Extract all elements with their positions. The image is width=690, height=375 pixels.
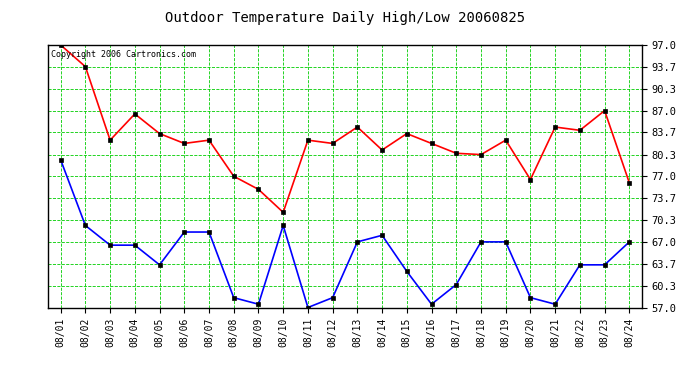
Text: Outdoor Temperature Daily High/Low 20060825: Outdoor Temperature Daily High/Low 20060…	[165, 11, 525, 25]
Text: Copyright 2006 Cartronics.com: Copyright 2006 Cartronics.com	[51, 50, 196, 59]
